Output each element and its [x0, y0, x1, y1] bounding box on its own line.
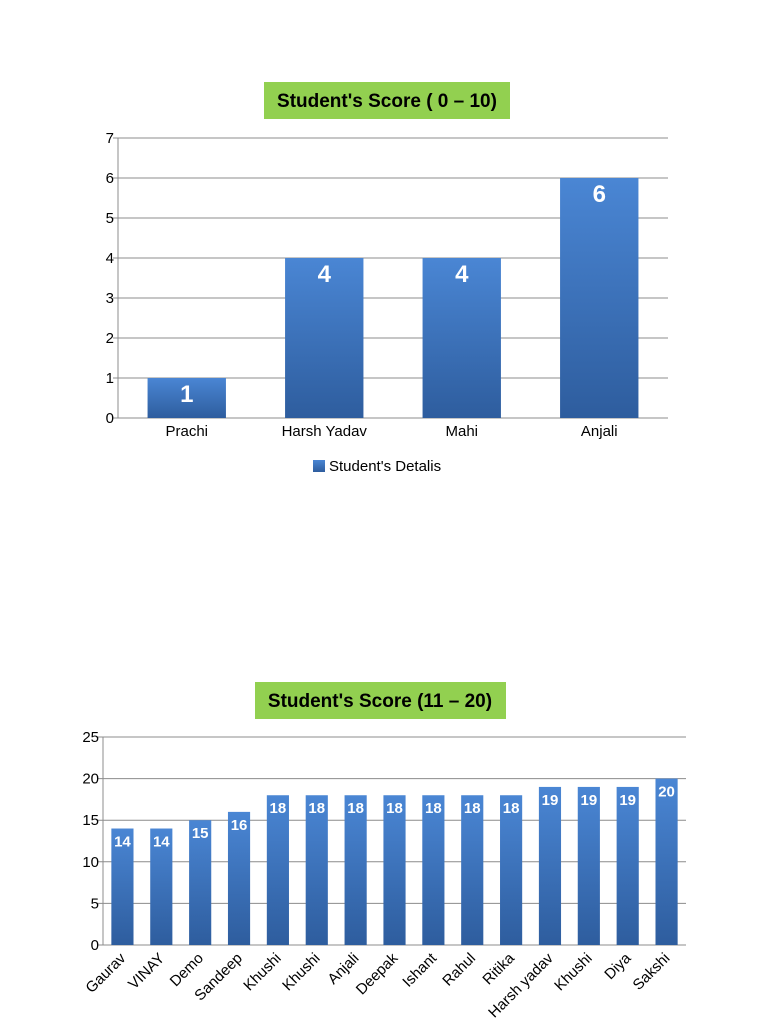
category-label: Ishant	[399, 949, 441, 991]
data-label: 19	[580, 792, 597, 809]
y-tick-label: 0	[91, 937, 99, 954]
data-label: 19	[542, 792, 559, 809]
y-tick-label: 7	[106, 130, 114, 147]
bar	[344, 795, 367, 945]
y-tick-label: 15	[82, 812, 99, 829]
category-label: Diya	[601, 949, 635, 983]
data-label: 14	[114, 834, 131, 851]
data-label: 20	[658, 784, 675, 801]
chart-1-title: Student's Score ( 0 – 10)	[277, 91, 497, 112]
category-label: Harsh Yadav	[282, 423, 368, 440]
chart-1-legend: Student's Detalis	[313, 458, 441, 475]
category-label: Khushi	[240, 950, 284, 994]
bar	[111, 828, 134, 945]
bar	[560, 178, 639, 418]
data-label: 18	[270, 800, 287, 817]
chart-1-data-labels: 1 4 4 6	[180, 181, 606, 408]
y-tick-label: 10	[82, 854, 99, 871]
chart-1-bars	[147, 178, 639, 418]
data-label: 4	[455, 261, 469, 288]
bar	[655, 778, 678, 945]
y-tick-label: 5	[91, 895, 99, 912]
y-tick-label: 0	[106, 410, 114, 427]
category-label: Prachi	[165, 423, 208, 440]
data-label: 19	[619, 792, 636, 809]
bar	[500, 795, 523, 945]
bar	[266, 795, 289, 945]
data-label: 18	[464, 800, 481, 817]
category-label: Sakshi	[630, 950, 674, 994]
category-label: Deepak	[353, 949, 402, 998]
data-label: 4	[318, 261, 332, 288]
y-tick-label: 5	[106, 210, 114, 227]
data-label: 18	[503, 800, 520, 817]
y-tick-label: 1	[106, 370, 114, 387]
bar	[461, 795, 484, 945]
data-label: 15	[192, 825, 209, 842]
y-tick-label: 4	[106, 250, 114, 267]
category-label: Khushi	[551, 950, 595, 994]
data-label: 18	[347, 800, 364, 817]
legend-label: Student's Detalis	[329, 458, 441, 475]
category-label: Anjali	[581, 423, 618, 440]
data-label: 18	[425, 800, 442, 817]
legend-swatch	[313, 460, 325, 472]
y-tick-label: 3	[106, 290, 114, 307]
bar	[616, 786, 639, 945]
chart-1-title-background	[264, 82, 510, 119]
bar	[422, 258, 501, 418]
category-label: Mahi	[445, 423, 478, 440]
data-label: 1	[180, 381, 193, 408]
bar	[189, 820, 212, 945]
chart-1-y-tick-labels: 0 1 2 3 4 5 6 7	[106, 130, 114, 427]
data-label: 6	[593, 181, 606, 208]
bar	[150, 828, 173, 945]
bar	[227, 811, 251, 945]
chart-1-category-labels: Prachi Harsh Yadav Mahi Anjali	[165, 423, 617, 440]
chart-2-bars	[111, 778, 678, 945]
category-label: VINAY	[125, 950, 168, 993]
bar	[383, 795, 406, 945]
y-tick-label: 20	[82, 771, 99, 788]
data-label: 16	[231, 817, 248, 834]
data-label: 14	[153, 834, 170, 851]
chart-2-y-tick-labels: 0 5 10 15 20 25	[82, 729, 99, 954]
y-tick-label: 25	[82, 729, 99, 746]
category-label: Khushi	[279, 950, 323, 994]
y-tick-label: 2	[106, 330, 114, 347]
bar	[147, 378, 226, 418]
data-label: 18	[308, 800, 325, 817]
bar	[305, 795, 328, 945]
data-label: 18	[386, 800, 403, 817]
bar	[577, 786, 600, 945]
chart-2-data-labels: 14 14 15 16 18 18 18 18 18 18 18 19 19 19 20	[114, 784, 675, 851]
y-tick-label: 6	[106, 170, 114, 187]
bar	[285, 258, 364, 418]
chart-2-title: Student's Score (11 – 20)	[268, 691, 492, 712]
category-label: Rahul	[439, 950, 479, 990]
chart-2-title-background	[255, 682, 506, 719]
bar	[422, 795, 445, 945]
bar	[538, 786, 562, 945]
category-label: Gaurav	[82, 949, 129, 996]
